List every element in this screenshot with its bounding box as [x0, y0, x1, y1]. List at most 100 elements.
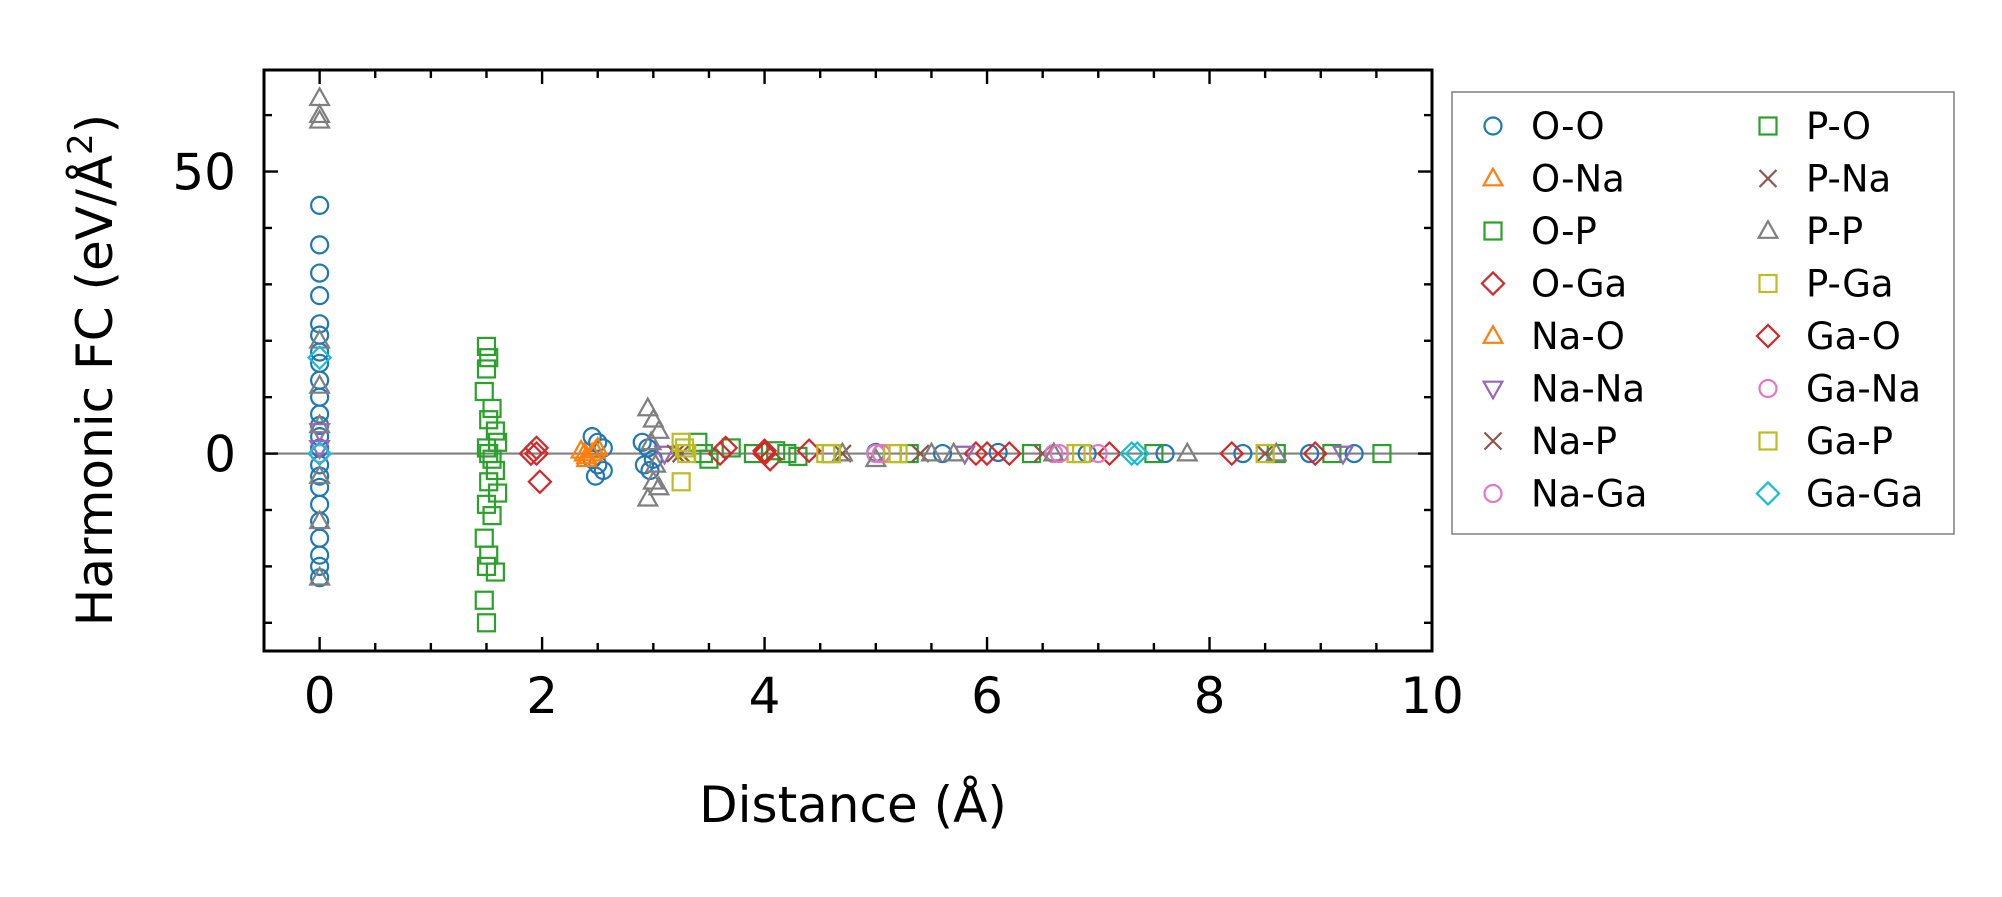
data-point	[474, 381, 494, 402]
data-point	[1302, 440, 1328, 467]
data-point	[671, 472, 691, 492]
legend-marker	[1758, 378, 1778, 399]
x-axis-label: Distance (Å)	[699, 776, 1007, 834]
data-point	[479, 443, 499, 464]
data-point	[308, 373, 331, 394]
data-point	[1255, 443, 1275, 464]
legend-item: P-O	[1758, 105, 1871, 148]
data-point	[1265, 441, 1288, 462]
data-point	[1255, 444, 1275, 463]
data-point	[1119, 440, 1145, 467]
data-point	[308, 464, 331, 485]
data-point	[864, 447, 888, 468]
data-point	[1096, 440, 1123, 467]
series-ga-ga	[307, 345, 1150, 467]
y-tick-label: 0	[204, 426, 236, 484]
series-ga-o	[523, 438, 1000, 467]
legend-label: O-P	[1531, 210, 1597, 253]
data-point	[644, 452, 667, 473]
data-point	[743, 443, 764, 464]
y-axis-label-superscript: 2	[61, 133, 101, 155]
data-point	[1344, 443, 1364, 464]
data-point	[307, 345, 333, 371]
data-point	[816, 443, 836, 464]
data-point	[653, 445, 676, 466]
data-point	[647, 475, 671, 496]
data-point	[639, 430, 663, 451]
legend: O-O O-Na O-P O-Ga Na-O Na-Na Na-P Na-Ga P-O P-Na P…	[1451, 91, 1955, 535]
data-point	[308, 565, 331, 586]
legend-label: Na-P	[1531, 420, 1617, 463]
data-point	[1071, 443, 1092, 464]
x-tick-label: 10	[1400, 667, 1464, 725]
legend-marker	[1483, 431, 1503, 451]
data-point	[310, 556, 330, 576]
legend-marker	[1483, 221, 1503, 241]
data-point	[476, 494, 497, 514]
legend-label: P-O	[1806, 105, 1871, 148]
legend-item: Na-Ga	[1483, 473, 1647, 516]
data-point	[642, 407, 665, 428]
data-point	[1124, 440, 1150, 467]
legend-item: O-Na	[1481, 158, 1625, 201]
legend-item: Ga-P	[1758, 420, 1893, 463]
x-tick-label: 2	[526, 667, 558, 725]
legend-label: Na-O	[1531, 315, 1625, 358]
data-point	[647, 418, 671, 439]
series-o-ga	[518, 435, 1328, 495]
legend-item: P-Na	[1758, 158, 1891, 201]
plot-area	[264, 86, 1432, 633]
data-point	[677, 443, 697, 464]
data-point	[488, 483, 508, 503]
data-point	[1021, 443, 1042, 464]
data-point	[518, 440, 544, 467]
data-point	[476, 438, 497, 458]
data-point	[751, 438, 778, 464]
data-point	[942, 441, 965, 462]
data-point	[476, 359, 497, 379]
legend-marker	[1758, 116, 1778, 136]
data-point	[713, 435, 739, 461]
y-axis-label-main: Harmonic FC (eV/Å	[66, 155, 124, 626]
data-point	[777, 443, 797, 464]
legend-item: P-Ga	[1758, 263, 1894, 306]
data-point	[963, 440, 989, 467]
data-point	[584, 438, 607, 459]
data-point	[474, 590, 494, 610]
x-tick-label: 0	[304, 667, 336, 725]
data-point	[911, 444, 930, 463]
legend-item: P-P	[1756, 210, 1863, 253]
legend-item: Ga-O	[1755, 315, 1901, 358]
data-point	[310, 404, 330, 424]
series-o-p	[474, 336, 1392, 633]
legend-item: O-O	[1483, 105, 1605, 148]
data-point	[310, 286, 330, 306]
legend-marker	[1480, 270, 1506, 297]
data-point	[721, 438, 741, 458]
data-point	[588, 455, 608, 475]
data-point	[308, 108, 331, 129]
data-point	[310, 263, 330, 283]
data-point	[671, 432, 691, 452]
data-point	[888, 443, 908, 464]
data-point	[476, 613, 497, 633]
series-ga-p	[674, 438, 1092, 464]
data-point	[308, 103, 331, 124]
data-point	[479, 410, 499, 430]
data-point	[996, 440, 1022, 467]
data-point	[1322, 443, 1342, 464]
data-point	[307, 440, 333, 467]
data-point	[310, 195, 330, 215]
legend-label: Ga-Na	[1806, 368, 1921, 411]
data-point	[310, 387, 330, 407]
legend-box	[1451, 91, 1955, 535]
legend-item: Na-P	[1483, 420, 1617, 463]
data-point	[831, 441, 854, 462]
legend-item: Ga-Ga	[1755, 473, 1923, 516]
data-point	[308, 86, 331, 107]
series-na-o	[573, 438, 607, 462]
data-point	[527, 469, 553, 495]
data-point	[1372, 443, 1392, 464]
